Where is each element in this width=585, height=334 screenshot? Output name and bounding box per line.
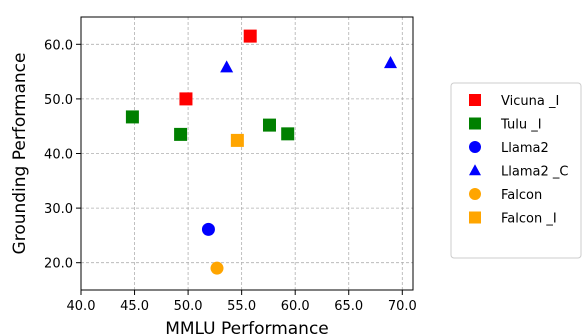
data-point xyxy=(220,60,234,73)
legend-label: Llama2 _C xyxy=(501,165,568,180)
legend: Vicuna _I Tulu _I Llama2 Llama2 _C Falcon Fal… xyxy=(450,82,582,259)
y-tick-label: 30.0 xyxy=(44,202,73,217)
x-tick-label: 50.0 xyxy=(174,299,203,314)
legend-marker xyxy=(469,211,481,224)
data-point xyxy=(201,222,215,236)
legend-marker xyxy=(469,117,481,130)
data-point xyxy=(210,261,224,275)
y-tick-label: 50.0 xyxy=(44,93,73,108)
data-point xyxy=(384,56,398,69)
legend-marker xyxy=(469,94,481,106)
data-point xyxy=(179,92,193,106)
x-tick-label: 60.0 xyxy=(281,299,310,314)
legend-label: Vicuna _I xyxy=(501,94,559,109)
legend-label: Falcon _I xyxy=(501,212,557,227)
x-tick-label: 45.0 xyxy=(120,299,149,314)
data-point xyxy=(230,133,244,147)
legend-marker xyxy=(469,141,481,153)
data-point xyxy=(262,118,276,132)
y-tick-label: 40.0 xyxy=(44,148,73,163)
y-tick-label: 60.0 xyxy=(44,38,73,53)
legend-label: Falcon xyxy=(501,188,542,203)
legend-marker xyxy=(469,188,481,200)
y-axis-ticks: 20.0 30.0 40.0 50.0 60.0 xyxy=(44,38,81,272)
legend-box xyxy=(450,82,582,259)
data-point xyxy=(281,127,295,141)
x-axis-label: MMLU Performance xyxy=(165,319,329,334)
x-tick-label: 55.0 xyxy=(227,299,256,314)
data-point xyxy=(125,110,139,124)
data-points xyxy=(125,29,398,275)
legend-marker xyxy=(469,164,481,176)
y-axis-label: Grounding Performance xyxy=(10,53,30,255)
x-tick-label: 70.0 xyxy=(388,299,417,314)
y-tick-label: 20.0 xyxy=(44,257,73,272)
data-point xyxy=(243,29,257,43)
data-point xyxy=(174,127,188,141)
grid-lines xyxy=(80,17,413,290)
x-tick-label: 65.0 xyxy=(334,299,363,314)
x-axis-ticks: 40.0 45.0 50.0 55.0 60.0 65.0 70.0 xyxy=(67,290,417,314)
legend-label: Llama2 xyxy=(501,141,549,156)
legend-label: Tulu _I xyxy=(500,118,542,133)
x-tick-label: 40.0 xyxy=(67,299,96,314)
